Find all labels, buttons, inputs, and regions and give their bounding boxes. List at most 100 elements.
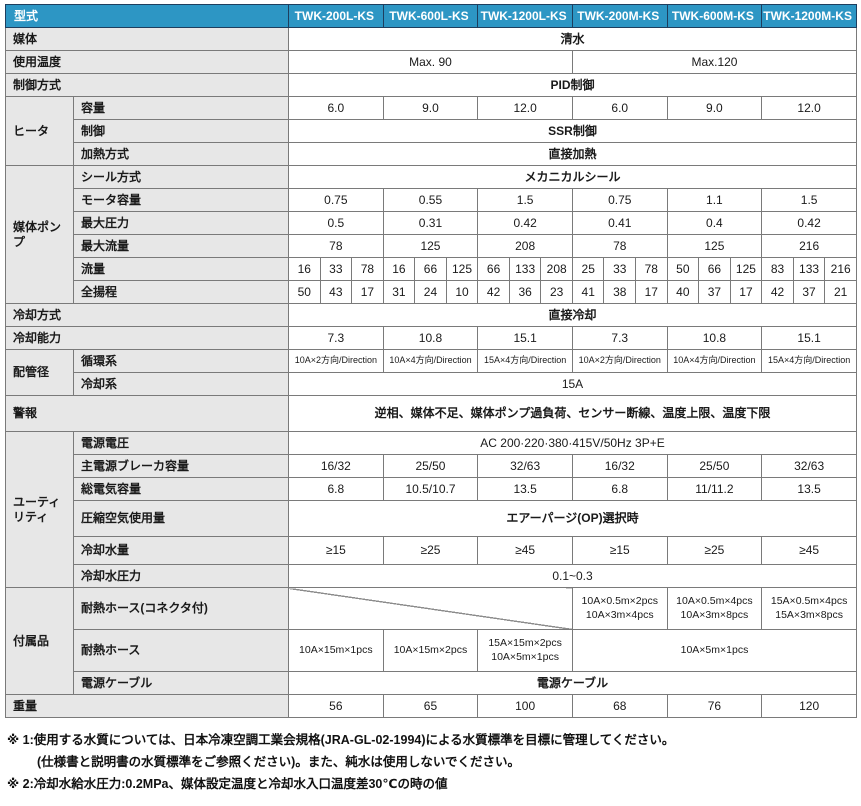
value-cell: 16 bbox=[288, 257, 321, 281]
value-cell: 1.5 bbox=[477, 188, 573, 212]
value-cell: 6.0 bbox=[571, 96, 668, 120]
value-power-cable: 電源ケーブル bbox=[288, 671, 857, 695]
row-label-cooling-piping: 冷却系 bbox=[72, 372, 290, 396]
value-cell: 10A×2方向/Direction bbox=[288, 349, 384, 373]
value-cell: ≥45 bbox=[761, 536, 857, 565]
row-label-total-head: 全揚程 bbox=[72, 280, 290, 304]
value-cell: 15A×4方向/Direction bbox=[477, 349, 573, 373]
value-cell: 7.3 bbox=[288, 326, 384, 350]
row-cooling-water-volume: 冷却水量 ≥15 ≥25 ≥45 ≥15 ≥25 ≥45 bbox=[6, 536, 857, 565]
value-cell: 208 bbox=[477, 234, 573, 258]
row-label-total-electric-capacity: 総電気容量 bbox=[72, 477, 290, 501]
value-cell: 23 bbox=[540, 280, 573, 304]
footnote-1-line-1: ※ 1:使用する水質については、日本冷凍空調工業会規格(JRA-GL-02-19… bbox=[7, 733, 675, 747]
value-cell: 13.5 bbox=[761, 477, 857, 501]
value-cell: 0.42 bbox=[761, 211, 857, 235]
row-heater-control: 制御 SSR制御 bbox=[6, 119, 857, 143]
value-cell: 0.5 bbox=[288, 211, 384, 235]
value-cell: 125 bbox=[382, 234, 479, 258]
group-label-medium-pump: 媒体ポンプ bbox=[5, 165, 74, 304]
footnote-1-line-2: (仕様書と説明書の水質標準をご参照ください)。また、純水は使用しないでください。 bbox=[37, 755, 520, 769]
row-alarm: 警報 逆相、媒体不足、媒体ポンプ過負荷、センサー断線、温度上限、温度下限 bbox=[4, 395, 857, 432]
value-cell: 32/63 bbox=[761, 454, 857, 478]
value-cell: 10.8 bbox=[666, 326, 763, 350]
value-cell: 16 bbox=[382, 257, 416, 281]
row-heat-hose-connector: 付属品 耐熱ホース(コネクタ付) 10A×0.5m×2pcs 10A×3m×4pcs… bbox=[5, 587, 857, 695]
value-cell: 10A×2方向/Direction bbox=[571, 349, 668, 373]
value-cell: 25 bbox=[571, 257, 605, 281]
value-cell: 68 bbox=[571, 694, 668, 718]
value-cell: 66 bbox=[698, 257, 731, 281]
row-label-heat-hose: 耐熱ホース bbox=[72, 629, 290, 672]
value-cell: 15A×0.5m×4pcs 15A×3m×8pcs bbox=[761, 587, 857, 630]
row-label-compressed-air: 圧縮空気使用量 bbox=[72, 500, 290, 537]
value-seal-method: メカニカルシール bbox=[288, 165, 857, 189]
value-cell: 38 bbox=[603, 280, 637, 304]
row-label-power-voltage: 電源電圧 bbox=[72, 431, 290, 455]
value-cell: 78 bbox=[288, 234, 384, 258]
row-label-power-cable: 電源ケーブル bbox=[72, 671, 290, 695]
row-seal-method: 媒体ポンプ シール方式 メカニカルシール bbox=[5, 165, 857, 304]
value-cell: 78 bbox=[635, 257, 668, 281]
row-control-method: 制御方式 PID制御 bbox=[4, 73, 857, 97]
value-cell: 125 bbox=[666, 234, 763, 258]
value-cooling-water-pressure: 0.1~0.3 bbox=[288, 564, 857, 588]
value-cell: 10A×4方向/Direction bbox=[382, 349, 479, 373]
row-total-head: 全揚程 50 43 17 31 24 10 42 36 23 41 38 17 40 37 17 42 37 21 bbox=[6, 280, 857, 304]
row-label-control-method: 制御方式 bbox=[4, 73, 290, 97]
footnotes: ※ 1:使用する水質については、日本冷凍空調工業会規格(JRA-GL-02-19… bbox=[5, 730, 857, 794]
value-cell: 65 bbox=[382, 694, 479, 718]
value-cell: 17 bbox=[351, 280, 384, 304]
value-cell: 40 bbox=[666, 280, 700, 304]
value-cell: 15A×15m×2pcs 10A×5m×1pcs bbox=[477, 629, 573, 672]
value-cell: 7.3 bbox=[571, 326, 668, 350]
value-cell: 32/63 bbox=[477, 454, 573, 478]
value-cell: 43 bbox=[319, 280, 353, 304]
value-cell: ≥45 bbox=[477, 536, 573, 565]
value-cell: 6.8 bbox=[571, 477, 668, 501]
value-cell: 42 bbox=[761, 280, 794, 304]
value-cell: 10.5/10.7 bbox=[382, 477, 479, 501]
value-cell: 10A×15m×2pcs bbox=[382, 629, 479, 672]
value-cell: 42 bbox=[477, 280, 510, 304]
value-cooling-piping: 15A bbox=[288, 372, 857, 396]
value-cell: 12.0 bbox=[477, 96, 573, 120]
spec-table: 型式 TWK-200L-KS TWK-600L-KS TWK-1200L-KS TWK-… bbox=[4, 4, 858, 718]
column-header-twk-200l-ks: TWK-200L-KS bbox=[288, 4, 384, 28]
value-cell: 25/50 bbox=[382, 454, 479, 478]
value-cell: 11/11.2 bbox=[666, 477, 763, 501]
row-label-cooling-method: 冷却方式 bbox=[4, 303, 290, 327]
row-label-max-flow: 最大流量 bbox=[72, 234, 290, 258]
value-heater-control: SSR制御 bbox=[288, 119, 857, 143]
column-header-twk-600l-ks: TWK-600L-KS bbox=[382, 4, 479, 28]
value-temp-m: Max.120 bbox=[571, 50, 858, 74]
row-circulation-piping: 配管径 循環系 10A×2方向/Direction 10A×4方向/Direction… bbox=[5, 349, 857, 396]
value-cell: 0.42 bbox=[477, 211, 573, 235]
value-cell: 76 bbox=[666, 694, 763, 718]
value-cell: 17 bbox=[729, 280, 763, 304]
row-label-max-pressure: 最大圧力 bbox=[72, 211, 290, 235]
row-cooling-capacity: 冷却能力 7.3 10.8 15.1 7.3 10.8 15.1 bbox=[4, 326, 857, 350]
row-max-flow: 最大流量 78 125 208 78 125 216 bbox=[6, 234, 857, 258]
value-cell: 36 bbox=[508, 280, 542, 304]
value-cell: 9.0 bbox=[382, 96, 479, 120]
column-header-twk-600m-ks: TWK-600M-KS bbox=[666, 4, 763, 28]
row-weight: 重量 56 65 100 68 76 120 bbox=[4, 694, 857, 718]
value-cell: 66 bbox=[477, 257, 510, 281]
row-cooling-water-pressure: 冷却水圧力 0.1~0.3 bbox=[6, 564, 857, 588]
value-cell: 10A×0.5m×4pcs 10A×3m×8pcs bbox=[666, 587, 763, 630]
row-label-operating-temp: 使用温度 bbox=[4, 50, 290, 74]
row-heater-capacity: ヒータ 容量 6.0 9.0 12.0 6.0 9.0 12.0 bbox=[5, 96, 857, 166]
not-applicable-diagonal bbox=[288, 587, 573, 630]
row-label-heating-method: 加熱方式 bbox=[72, 142, 290, 166]
value-cell: 9.0 bbox=[666, 96, 763, 120]
value-cell: ≥25 bbox=[382, 536, 479, 565]
value-cell: 125 bbox=[445, 257, 479, 281]
value-compressed-air: エアーパージ(OP)選択時 bbox=[288, 500, 857, 537]
value-cell: 120 bbox=[761, 694, 857, 718]
value-cell: 66 bbox=[414, 257, 447, 281]
group-label-heater: ヒータ bbox=[5, 96, 74, 166]
group-label-piping-diameter: 配管径 bbox=[5, 349, 74, 396]
value-cell: 6.8 bbox=[288, 477, 384, 501]
value-cell: 10.8 bbox=[382, 326, 479, 350]
